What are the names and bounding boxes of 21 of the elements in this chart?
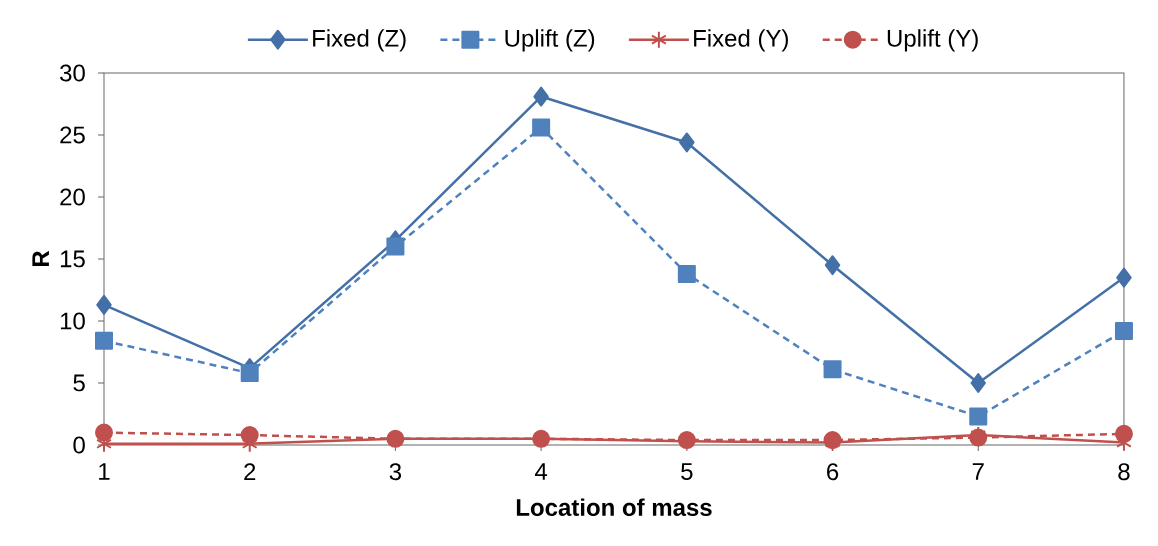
y-tick-label: 30 bbox=[60, 64, 85, 82]
y-tick-label: 10 bbox=[60, 312, 85, 330]
legend-label: Uplift (Z) bbox=[505, 29, 595, 52]
x-axis-title: Location of mass bbox=[516, 498, 712, 517]
y-tick-label: 0 bbox=[73, 436, 85, 454]
x-tick-label: 3 bbox=[389, 463, 402, 481]
legend-label: Uplift (Y) bbox=[887, 29, 978, 52]
y-tick-label: 25 bbox=[60, 126, 85, 144]
legend-label: Fixed (Y) bbox=[694, 29, 788, 52]
x-tick-label: 5 bbox=[681, 463, 693, 480]
y-tick-label: 5 bbox=[73, 374, 85, 392]
x-tick-label: 6 bbox=[827, 463, 839, 481]
y-tick-label: 20 bbox=[60, 188, 85, 206]
legend-label: Fixed (Z) bbox=[313, 29, 406, 52]
x-tick-label: 1 bbox=[99, 463, 110, 480]
x-tick-label: 2 bbox=[244, 463, 256, 480]
y-axis-title: R bbox=[32, 250, 49, 267]
x-tick-label: 7 bbox=[972, 463, 984, 480]
x-tick-label: 4 bbox=[535, 463, 548, 480]
y-tick-label: 15 bbox=[60, 250, 85, 268]
x-tick-label: 8 bbox=[1118, 463, 1130, 481]
